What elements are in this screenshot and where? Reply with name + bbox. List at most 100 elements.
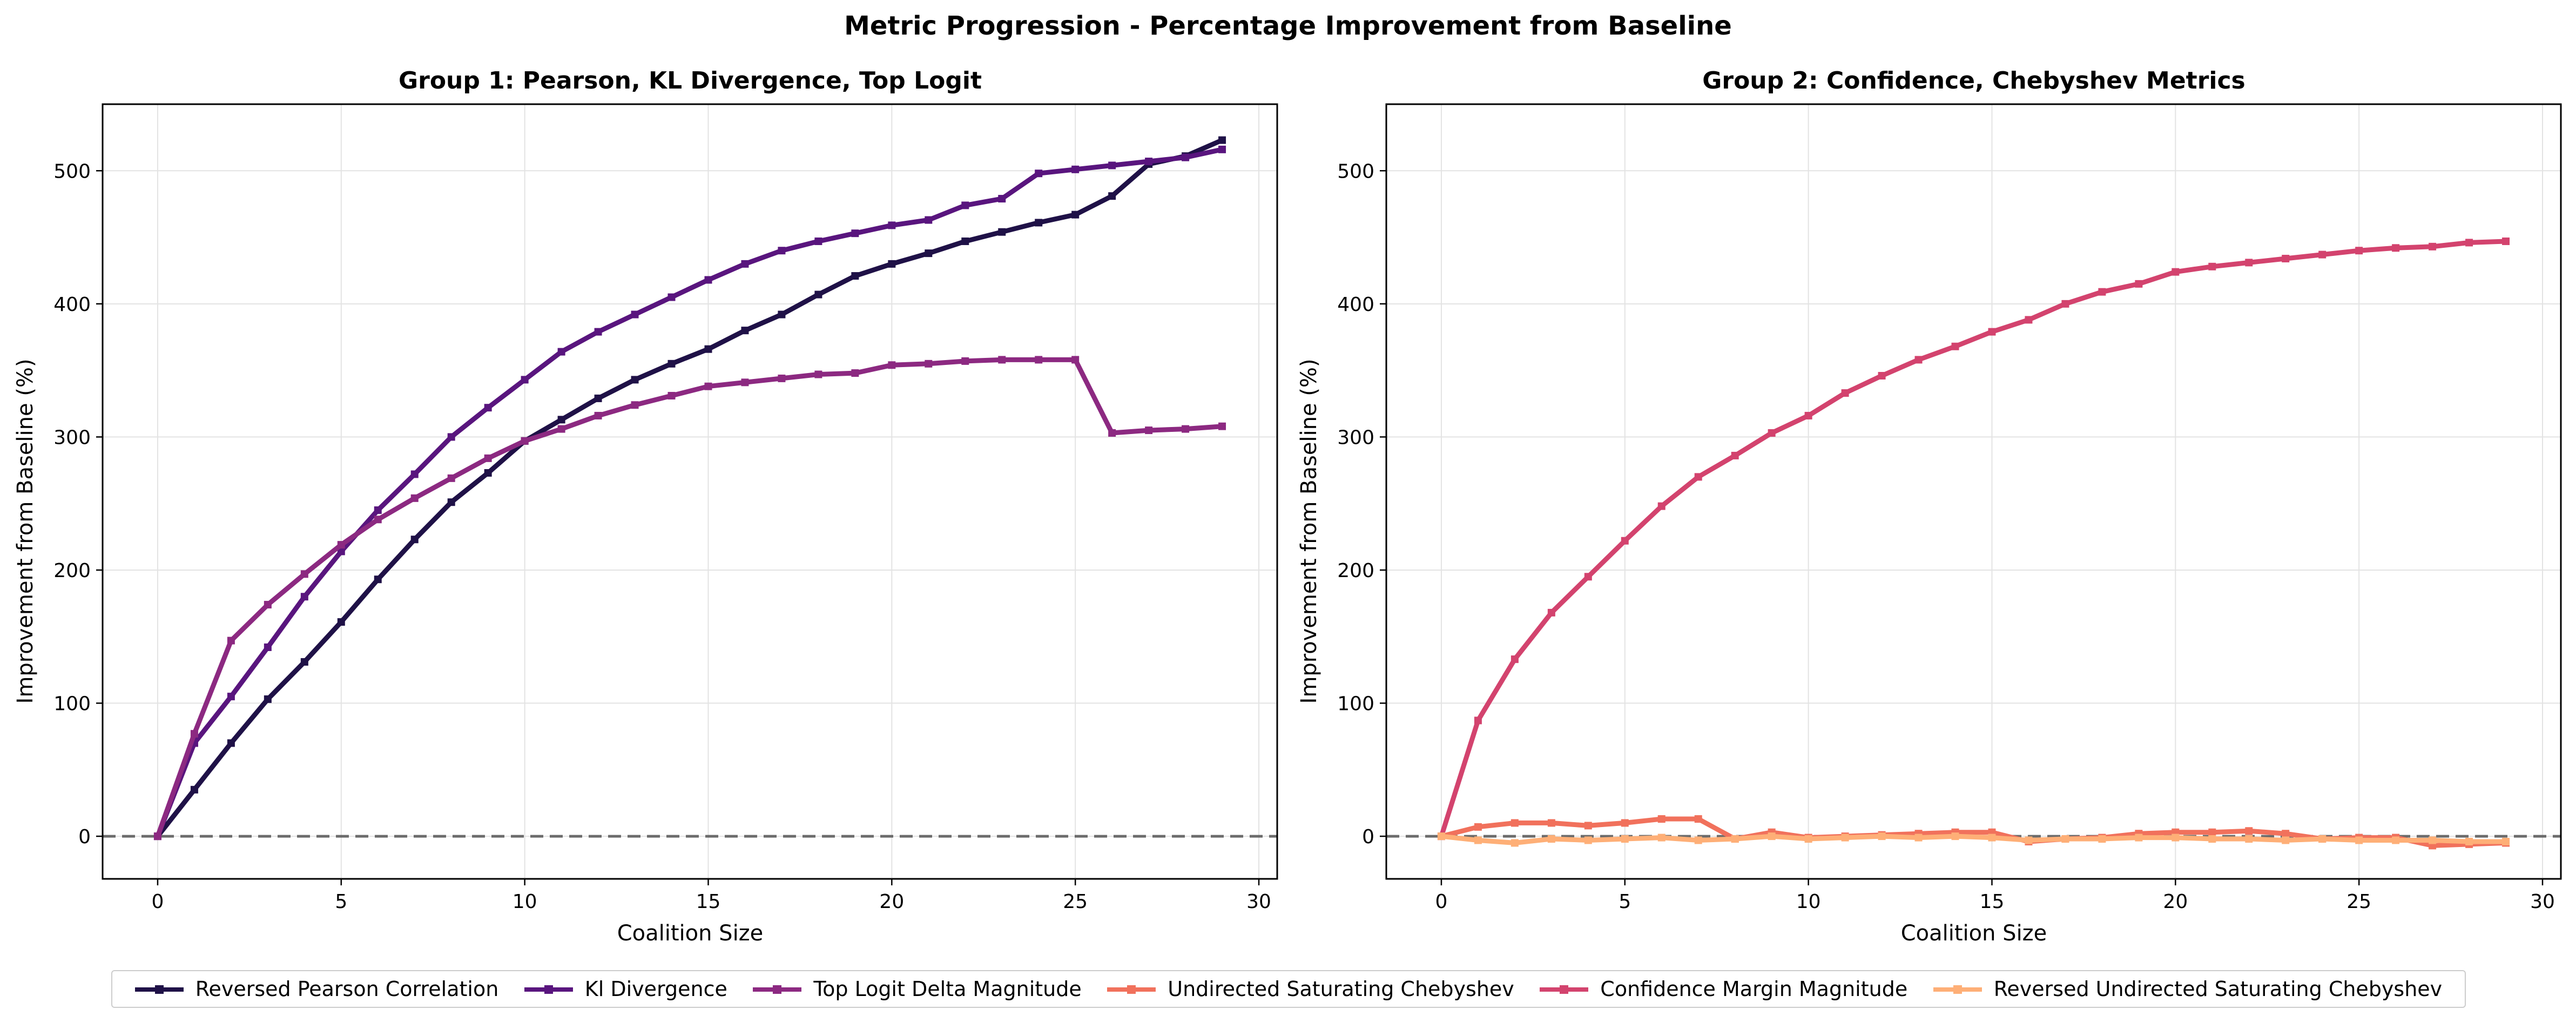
- data-point: [961, 237, 969, 245]
- data-point: [2392, 836, 2400, 844]
- data-point: [1218, 145, 1226, 153]
- y-tick-label: 300: [53, 426, 91, 449]
- chart-panel-group2: Group 2: Confidence, Chebyshev Metrics C…: [1297, 67, 2562, 946]
- data-point: [888, 361, 896, 369]
- x-tick-label: 20: [2163, 891, 2188, 913]
- series-line: [155, 147, 1225, 839]
- data-point: [1474, 716, 1482, 724]
- data-point: [1071, 356, 1080, 364]
- data-point: [594, 411, 602, 419]
- data-point: [190, 785, 198, 794]
- data-point: [374, 575, 382, 584]
- data-point: [704, 276, 712, 284]
- grid: [103, 104, 1277, 879]
- data-point: [1182, 153, 1190, 161]
- data-point: [1951, 342, 1959, 350]
- axes-border: [102, 103, 1278, 880]
- legend-swatch: [134, 983, 184, 995]
- x-tick-label: 0: [152, 891, 164, 913]
- data-point: [521, 376, 529, 384]
- data-point: [594, 394, 602, 402]
- series-reversed-pearson-correlation: [153, 136, 1226, 841]
- data-point: [667, 293, 676, 301]
- data-point: [300, 593, 308, 601]
- data-point: [2429, 836, 2437, 844]
- legend-item-reversed-undirected-chebyshev: Reversed Undirected Saturating Chebyshev: [1933, 977, 2442, 1001]
- legend-swatch: [753, 983, 802, 995]
- data-point: [667, 391, 676, 399]
- data-point: [741, 327, 749, 335]
- legend-label: Confidence Margin Magnitude: [1600, 977, 1908, 1001]
- data-point: [2208, 835, 2216, 843]
- data-point: [300, 658, 308, 666]
- data-point: [374, 516, 382, 524]
- data-point: [851, 229, 859, 238]
- legend-item-reversed-pearson: Reversed Pearson Correlation: [134, 977, 499, 1001]
- data-point: [998, 356, 1006, 364]
- data-point: [227, 636, 235, 645]
- legend-label: Top Logit Delta Magnitude: [813, 977, 1082, 1001]
- data-point: [2025, 316, 2033, 324]
- y-tick-label: 100: [1337, 693, 1374, 715]
- data-point: [814, 370, 822, 378]
- data-point: [778, 247, 786, 255]
- data-point: [1584, 836, 1592, 844]
- x-tick-label: 0: [1435, 891, 1448, 913]
- legend-label: Reversed Pearson Correlation: [195, 977, 499, 1001]
- x-tick-label: 20: [879, 891, 904, 913]
- data-point: [374, 506, 382, 514]
- x-tick-label: 5: [335, 891, 347, 913]
- series-reversed-undirected-saturating-chebyshev: [1437, 832, 2510, 847]
- axes-frame: [1385, 103, 2562, 880]
- data-point: [1218, 136, 1226, 144]
- legend-item-undirected-chebyshev: Undirected Saturating Chebyshev: [1107, 977, 1514, 1001]
- series-line: [155, 357, 1225, 839]
- data-point: [2172, 834, 2180, 842]
- y-tick-label: 300: [1337, 426, 1374, 449]
- data-point: [1108, 429, 1116, 437]
- data-point: [1731, 835, 1739, 843]
- data-point: [190, 730, 198, 738]
- data-point: [2318, 835, 2327, 843]
- data-point: [153, 832, 161, 841]
- data-point: [1841, 389, 1849, 397]
- data-point: [1035, 219, 1043, 227]
- y-tick-label: 0: [1362, 826, 1374, 848]
- data-point: [1145, 426, 1153, 435]
- data-point: [2355, 836, 2363, 844]
- data-point: [631, 376, 639, 384]
- data-point: [1878, 832, 1886, 841]
- data-point: [667, 360, 676, 368]
- data-point: [2282, 255, 2290, 263]
- data-point: [631, 401, 639, 409]
- data-point: [2465, 239, 2473, 247]
- data-point: [1584, 822, 1592, 830]
- legend-swatch: [1933, 983, 1982, 995]
- data-point: [264, 695, 272, 703]
- legend-label: Reversed Undirected Saturating Chebyshev: [1993, 977, 2443, 1001]
- data-point: [447, 498, 455, 506]
- data-point: [1804, 835, 1812, 843]
- data-point: [2245, 835, 2253, 843]
- x-tick-label: 30: [2530, 891, 2555, 913]
- data-point: [2282, 836, 2290, 844]
- data-point: [1474, 836, 1482, 844]
- data-point: [704, 345, 712, 353]
- legend: Reversed Pearson Correlation Kl Divergen…: [111, 970, 2466, 1008]
- series-top-logit-delta-magnitude: [153, 356, 1226, 841]
- data-point: [2245, 259, 2253, 267]
- data-point: [1951, 832, 1959, 841]
- y-axis-label: Improvement from Baseline (%): [13, 358, 38, 703]
- data-point: [557, 425, 565, 433]
- data-point: [557, 348, 565, 356]
- x-axis-label: Coalition Size: [1901, 921, 2047, 946]
- x-tick-label: 25: [1063, 891, 1088, 913]
- data-point: [851, 272, 859, 280]
- data-point: [2208, 828, 2216, 836]
- data-point: [1145, 158, 1153, 166]
- axes-border: [1385, 103, 2562, 880]
- data-point: [484, 404, 492, 412]
- data-point: [998, 195, 1006, 203]
